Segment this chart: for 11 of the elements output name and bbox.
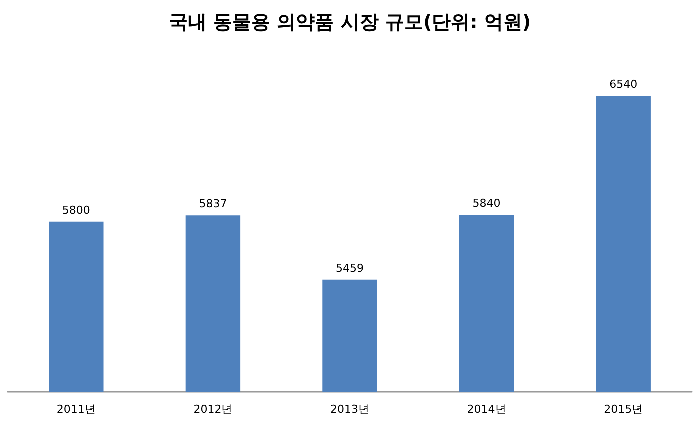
data-label: 5800 bbox=[62, 204, 90, 217]
data-label: 6540 bbox=[610, 78, 638, 91]
x-tick-label: 2013년 bbox=[330, 403, 370, 416]
chart-title: 국내 동물용 의약품 시장 규모(단위: 억원) bbox=[168, 12, 532, 34]
x-tick-label: 2014년 bbox=[467, 403, 506, 416]
data-label: 5459 bbox=[336, 262, 364, 275]
data-label: 5837 bbox=[199, 198, 228, 211]
x-tick-label: 2012년 bbox=[194, 403, 233, 416]
x-tick-label: 2015년 bbox=[604, 403, 644, 416]
data-label: 5840 bbox=[472, 197, 501, 210]
x-tick-label: 2011년 bbox=[56, 403, 96, 416]
